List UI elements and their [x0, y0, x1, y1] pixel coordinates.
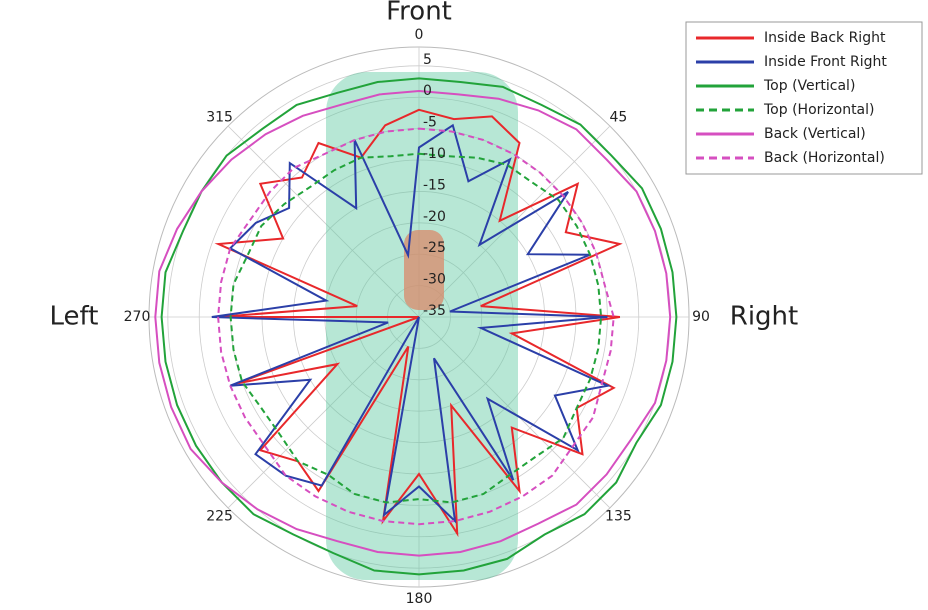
- grid-spoke: [418, 316, 611, 509]
- legend-label: Inside Front Right: [764, 54, 887, 70]
- direction-label: Left: [50, 302, 99, 332]
- theta-tick-label: 225: [206, 508, 233, 524]
- theta-tick-label: 180: [406, 591, 433, 607]
- series-line: [229, 152, 603, 504]
- theta-tick-label: 270: [124, 309, 151, 325]
- theta-tick-label: 315: [206, 110, 233, 126]
- r-tick-label: -10: [423, 146, 446, 162]
- r-tick-label: 0: [423, 83, 432, 99]
- legend: Inside Back Right Inside Front Right Top (…: [685, 21, 923, 175]
- theta-tick-label: 135: [605, 508, 632, 524]
- direction-label: Rear: [389, 607, 449, 610]
- legend-label: Inside Back Right: [764, 30, 886, 46]
- r-tick-label: -30: [423, 272, 446, 288]
- legend-box: [685, 21, 923, 175]
- r-tick-label: -20: [423, 209, 446, 225]
- series-line: [154, 89, 672, 557]
- theta-tick-label: 45: [609, 110, 627, 126]
- r-tick-label: 5: [423, 52, 432, 68]
- r-tick-label: -15: [423, 177, 446, 193]
- r-tick-label: -35: [423, 303, 446, 319]
- series-line: [214, 108, 623, 538]
- series-line: [211, 123, 612, 524]
- legend-label: Top (Vertical): [763, 78, 855, 94]
- grid-spoke: [418, 125, 611, 318]
- grid-spoke: [227, 316, 420, 509]
- legend-label: Back (Vertical): [764, 126, 866, 142]
- direction-label: Front: [386, 0, 452, 27]
- direction-label: Right: [730, 302, 798, 332]
- theta-tick-label: 0: [415, 27, 424, 43]
- theta-tick-label: 90: [692, 309, 710, 325]
- r-tick-label: -5: [423, 115, 437, 131]
- legend-label: Back (Horizontal): [764, 150, 885, 166]
- vehicle-overlay: [326, 72, 518, 580]
- grid-spoke: [227, 125, 420, 318]
- legend-label: Top (Horizontal): [763, 102, 874, 118]
- series-line: [217, 127, 615, 526]
- r-tick-label: -25: [423, 240, 446, 256]
